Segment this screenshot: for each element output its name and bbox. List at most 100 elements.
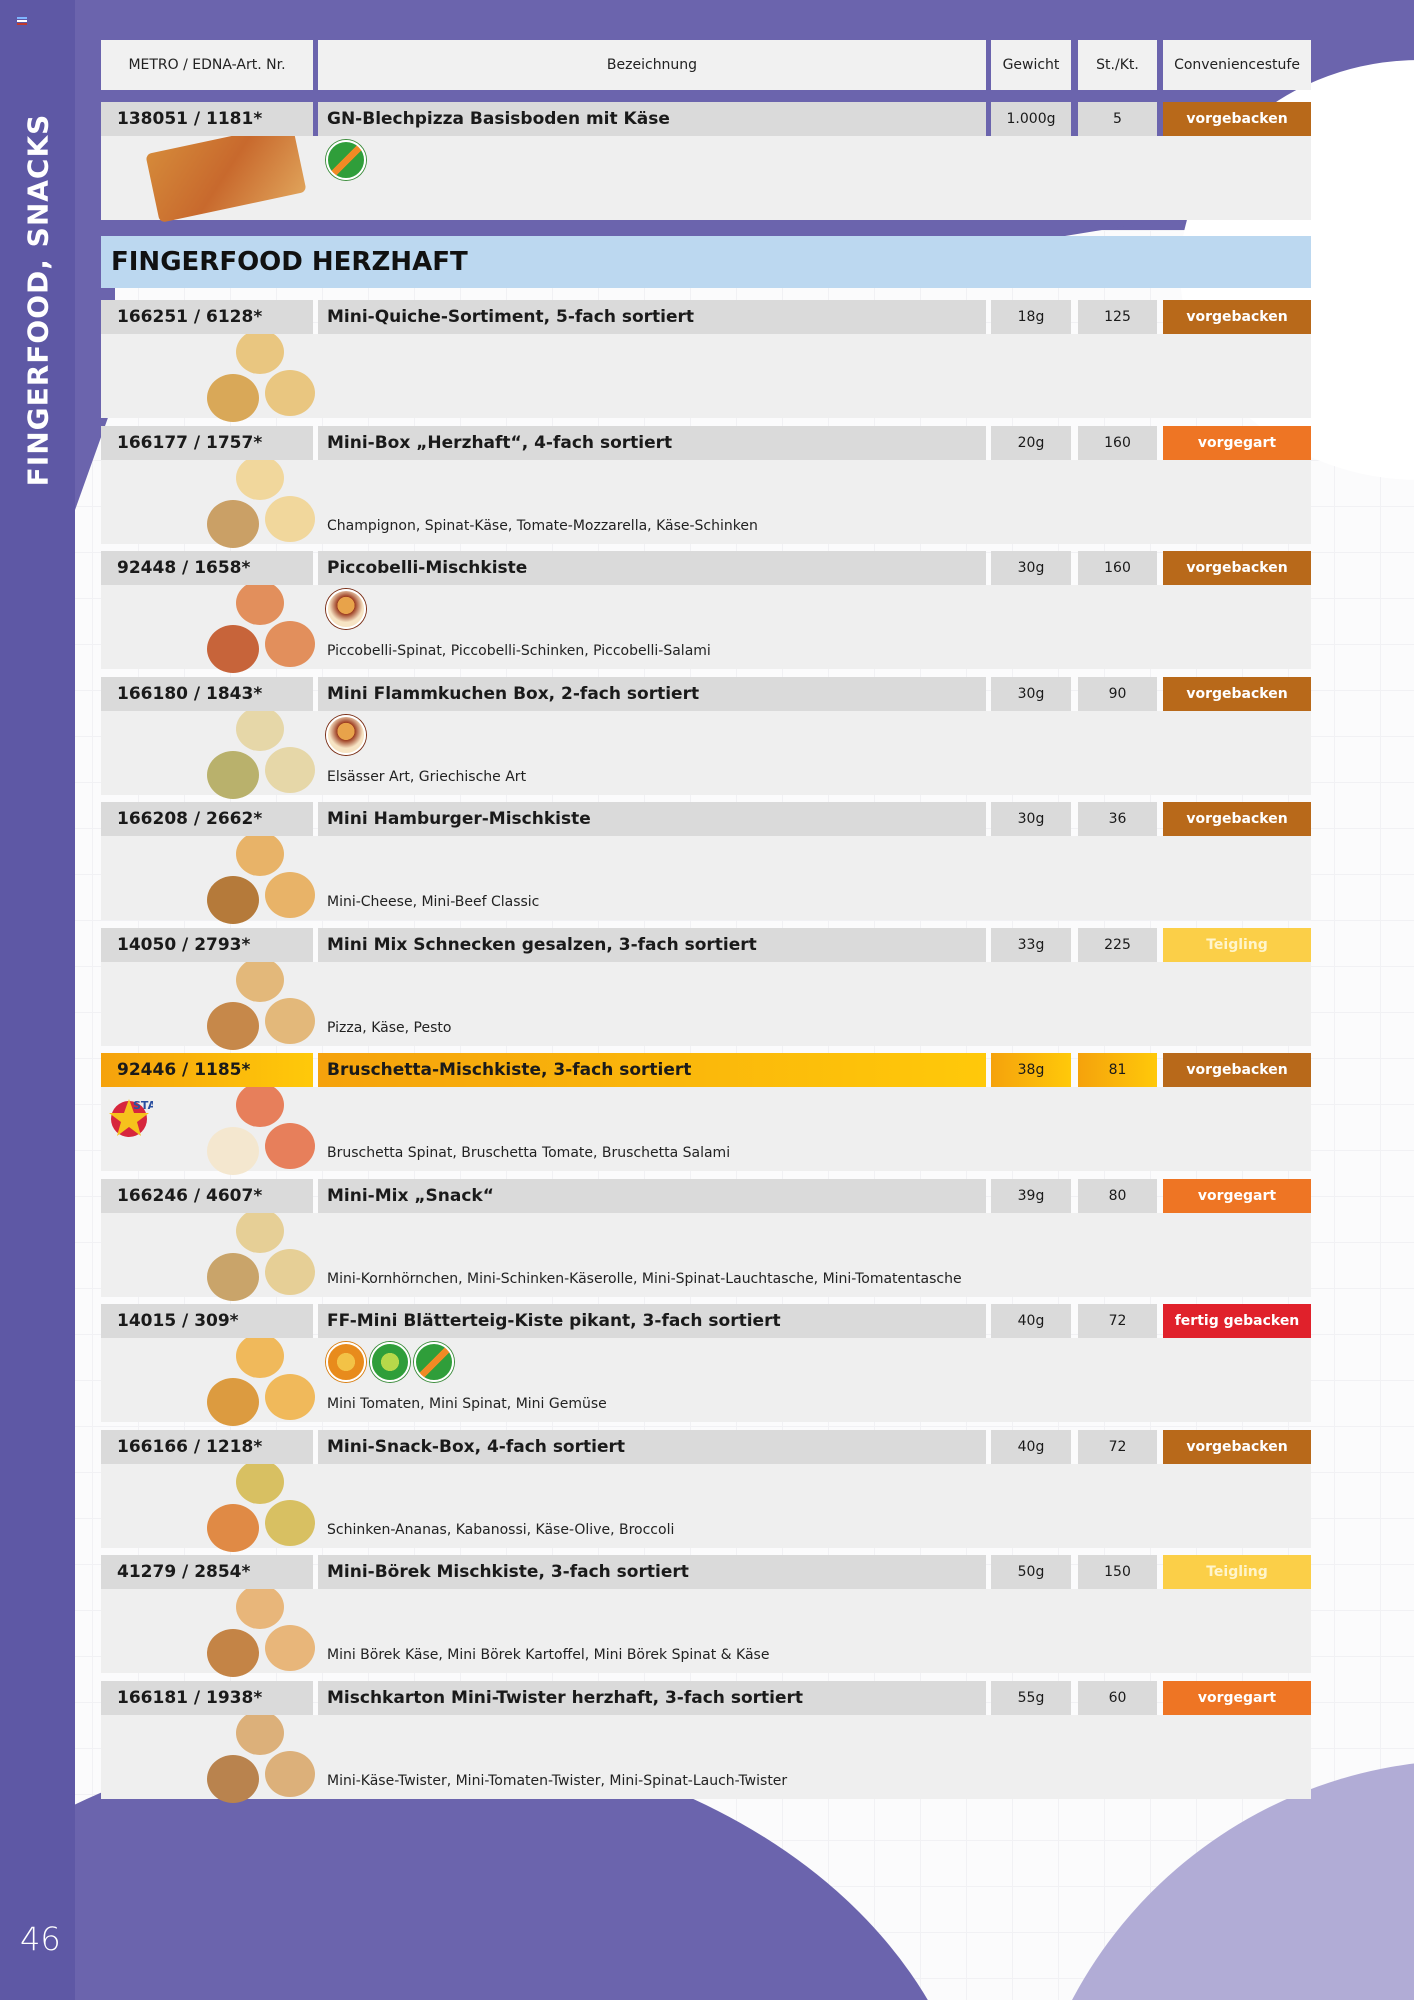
- product-name: FF-Mini Blätterteig-Kiste pikant, 3-fach…: [318, 1304, 986, 1338]
- weight: 50g: [991, 1555, 1071, 1589]
- art-nr: 166177 / 1757*: [101, 425, 313, 460]
- weight: 39g: [991, 1178, 1071, 1213]
- table-row[interactable]: 138051 / 1181* GN-Blechpizza Basisboden …: [101, 102, 1311, 223]
- convenience-badge: Teigling: [1163, 1555, 1311, 1589]
- qty: 60: [1078, 1680, 1157, 1715]
- food-item-image: [207, 1252, 259, 1301]
- food-item-image: [207, 1378, 259, 1426]
- table-row[interactable]: Mini-Käse-Twister, Mini-Tomaten-Twister,…: [101, 1680, 1311, 1803]
- product-name: Mini-Snack-Box, 4-fach sortiert: [318, 1429, 986, 1464]
- weight: 30g: [991, 676, 1071, 711]
- food-item-image: [265, 1625, 315, 1671]
- product-name: GN-Blechpizza Basisboden mit Käse: [318, 102, 986, 136]
- top-wedge-decoration: [75, 218, 1175, 236]
- menu-icon[interactable]: [17, 17, 27, 25]
- laktosefrei-icon: [326, 140, 366, 180]
- food-item-image: [236, 581, 284, 625]
- table-row[interactable]: Pizza, Käse, Pesto 14050 / 2793* Mini Mix …: [101, 927, 1311, 1050]
- art-nr: 166180 / 1843*: [101, 676, 313, 711]
- weight: 30g: [991, 551, 1071, 585]
- food-item-image: [236, 1334, 284, 1378]
- weight: 33g: [991, 927, 1071, 962]
- row-body: Champignon, Spinat-Käse, Tomate-Mozzarel…: [101, 455, 1311, 548]
- food-item-image: [236, 330, 284, 374]
- qty: 72: [1078, 1304, 1157, 1338]
- food-item-image: [236, 1710, 284, 1755]
- weight: 1.000g: [991, 102, 1071, 136]
- convenience-badge: vorgebacken: [1163, 676, 1311, 711]
- food-item-image: [236, 1083, 284, 1127]
- art-nr: 166166 / 1218*: [101, 1429, 313, 1464]
- art-nr: 92446 / 1185*: [101, 1053, 313, 1087]
- laktosefrei-icon: [414, 1342, 454, 1382]
- star-icon: STAR: [109, 1095, 165, 1139]
- qty: 225: [1078, 927, 1157, 962]
- food-item-image: [265, 1123, 315, 1169]
- food-item-image: [236, 957, 284, 1002]
- qty: 150: [1078, 1555, 1157, 1589]
- row-body: Mini-Cheese, Mini-Beef Classic: [101, 832, 1311, 924]
- table-row[interactable]: Mini-Kornhörnchen, Mini-Schinken-Käserol…: [101, 1178, 1311, 1301]
- product-name: Mischkarton Mini-Twister herzhaft, 3-fac…: [318, 1680, 986, 1715]
- weight: 55g: [991, 1680, 1071, 1715]
- table-row[interactable]: Champignon, Spinat-Käse, Tomate-Mozzarel…: [101, 425, 1311, 548]
- convenience-badge: vorgegart: [1163, 1680, 1311, 1715]
- table-row[interactable]: STAR Bruschetta Spinat, Bruschetta Tomate…: [101, 1053, 1311, 1175]
- qty: 125: [1078, 300, 1157, 334]
- row-body: Schinken-Ananas, Kabanossi, Käse-Olive, …: [101, 1459, 1311, 1552]
- table-row[interactable]: Schinken-Ananas, Kabanossi, Käse-Olive, …: [101, 1429, 1311, 1552]
- table-row[interactable]: 166251 / 6128* Mini-Quiche-Sortiment, 5-f…: [101, 300, 1311, 422]
- food-item-image: [236, 832, 284, 876]
- table-row[interactable]: Mini Tomaten, Mini Spinat, Mini Gemüse 14…: [101, 1304, 1311, 1426]
- food-item-image: [207, 1503, 259, 1552]
- weight: 40g: [991, 1429, 1071, 1464]
- convenience-badge: vorgegart: [1163, 425, 1311, 460]
- table-row[interactable]: Piccobelli-Spinat, Piccobelli-Schinken, …: [101, 551, 1311, 673]
- badge-list: [326, 1342, 454, 1382]
- row-body: Mini-Kornhörnchen, Mini-Schinken-Käserol…: [101, 1208, 1311, 1301]
- convenience-badge: vorgebacken: [1163, 1429, 1311, 1464]
- sidebar: FINGERFOOD, SNACKS: [0, 0, 75, 2000]
- food-item-image: [236, 706, 284, 751]
- stone-oven-icon: [326, 714, 366, 755]
- row-body: Elsässer Art, Griechische Art: [101, 706, 1311, 799]
- pizza-image-shape: [145, 123, 307, 223]
- qty: 5: [1078, 102, 1157, 136]
- product-description: Mini-Kornhörnchen, Mini-Schinken-Käserol…: [327, 1270, 962, 1287]
- food-item-image: [207, 499, 259, 548]
- qty: 160: [1078, 425, 1157, 460]
- badge-list: [326, 589, 366, 629]
- qty: 36: [1078, 802, 1157, 836]
- food-item-image: [265, 1750, 315, 1797]
- product-name: Mini Mix Schnecken gesalzen, 3-fach sort…: [318, 927, 986, 962]
- table-row[interactable]: Mini Börek Käse, Mini Börek Kartoffel, M…: [101, 1555, 1311, 1677]
- row-body: Mini Börek Käse, Mini Börek Kartoffel, M…: [101, 1585, 1311, 1677]
- stone-oven-icon: [326, 589, 366, 629]
- product-name: Mini-Börek Mischkiste, 3-fach sortiert: [318, 1555, 986, 1589]
- badge-list: [326, 140, 366, 180]
- convenience-badge: fertig gebacken: [1163, 1304, 1311, 1338]
- product-description: Bruschetta Spinat, Bruschetta Tomate, Br…: [327, 1145, 731, 1161]
- art-nr: 41279 / 2854*: [101, 1555, 313, 1589]
- sidebar-category-title: FINGERFOOD, SNACKS: [21, 113, 55, 487]
- product-name: Mini-Mix „Snack“: [318, 1178, 986, 1213]
- row-body: Mini-Käse-Twister, Mini-Tomaten-Twister,…: [101, 1710, 1311, 1803]
- qty: 80: [1078, 1178, 1157, 1213]
- table-row[interactable]: Mini-Cheese, Mini-Beef Classic 166208 / 2…: [101, 802, 1311, 924]
- food-item-image: [265, 1499, 315, 1546]
- table-row[interactable]: Elsässer Art, Griechische Art 166180 / 18…: [101, 676, 1311, 799]
- row-body: Piccobelli-Spinat, Piccobelli-Schinken, …: [101, 581, 1311, 673]
- product-description: Champignon, Spinat-Käse, Tomate-Mozzarel…: [327, 517, 758, 534]
- art-nr: 14050 / 2793*: [101, 927, 313, 962]
- food-item-image: [265, 370, 315, 416]
- header-art-nr: METRO / EDNA-Art. Nr.: [101, 40, 313, 90]
- weight: 30g: [991, 802, 1071, 836]
- food-item-image: [236, 1585, 284, 1629]
- food-item-image: [207, 750, 259, 799]
- product-description: Pizza, Käse, Pesto: [327, 1019, 452, 1036]
- food-item-image: [207, 1754, 259, 1803]
- weight: 38g: [991, 1053, 1071, 1087]
- product-name: Mini Flammkuchen Box, 2-fach sortiert: [318, 676, 986, 711]
- product-description: Mini-Käse-Twister, Mini-Tomaten-Twister,…: [327, 1772, 788, 1789]
- food-item-image: [207, 1001, 259, 1050]
